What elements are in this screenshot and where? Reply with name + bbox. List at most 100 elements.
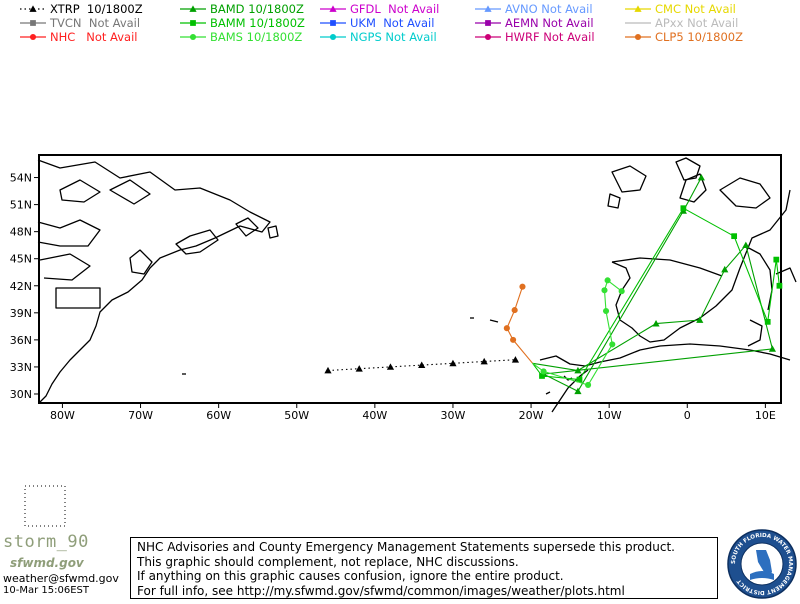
triangle-marker	[189, 5, 197, 12]
circle-marker	[601, 287, 608, 294]
legend-swatch	[320, 33, 346, 41]
square-marker	[764, 318, 771, 325]
triangle-marker	[386, 363, 395, 370]
storm-subtitle: sfwmd.gov	[10, 556, 84, 570]
triangle-marker	[329, 5, 337, 12]
track-bamm	[532, 205, 783, 383]
legend-item: HWRF Not Avail	[473, 30, 595, 44]
lon-tick-label: 70W	[128, 409, 153, 422]
legend-swatch	[20, 20, 46, 26]
triangle-marker	[697, 173, 705, 181]
lon-tick-label: 10E	[755, 409, 776, 422]
circle-marker	[585, 381, 592, 389]
lon-tick-label: 30W	[441, 409, 466, 422]
legend-label: GFDL Not Avail	[350, 2, 440, 16]
square-marker	[773, 256, 780, 263]
legend-label: UKM Not Avail	[350, 16, 435, 30]
map-canvas: 80W 70W 60W 50W 40W 30W 20W 10W 0 10E 54N 51N 48N 45N…	[10, 154, 797, 422]
legend-swatch	[180, 5, 206, 12]
square-marker	[680, 205, 687, 212]
triangle-marker	[696, 316, 704, 323]
model-legend: XTRP 10/1800Z BAMD 10/1800Z GFDL Not Avail…	[0, 0, 800, 48]
disclaimer-box: NHC Advisories and County Emergency Mana…	[130, 537, 718, 599]
legend-swatch	[320, 5, 346, 12]
square-marker	[776, 282, 783, 289]
legend-label: AEMN Not Avail	[505, 16, 594, 30]
track-map: 80W 70W 60W 50W 40W 30W 20W 10W 0 10E 54N 51N 48N 45N…	[0, 150, 800, 425]
triangle-marker	[574, 387, 582, 395]
triangle-marker	[652, 320, 660, 327]
legend-label: HWRF Not Avail	[505, 30, 595, 44]
square-marker	[190, 20, 196, 26]
legend-item: BAMS 10/1800Z	[178, 30, 302, 44]
circle-marker	[609, 341, 616, 348]
logo-dotted-box	[24, 485, 66, 527]
coastlines	[37, 157, 797, 413]
lat-tick-label: 39N	[10, 307, 32, 320]
legend-swatch	[20, 5, 46, 12]
circle-marker	[189, 33, 197, 41]
triangle-marker	[634, 5, 642, 12]
map-frame: 80W 70W 60W 50W 40W 30W 20W 10W 0 10E 54N 51N 48N 45N…	[10, 154, 782, 422]
square-marker	[330, 20, 336, 26]
model-tracks	[324, 173, 783, 395]
triangle-marker	[29, 5, 37, 12]
circle-marker	[618, 288, 625, 295]
square-marker	[30, 20, 36, 26]
disclaimer-line[interactable]: For full info, see http://my.sfwmd.gov/s…	[137, 583, 625, 598]
lon-tick-label: 0	[684, 409, 691, 422]
legend-label: CLP5 10/1800Z	[655, 30, 743, 44]
lat-tick-label: 54N	[10, 172, 32, 185]
triangle-marker	[480, 357, 488, 365]
square-marker	[485, 20, 491, 26]
legend-item: BAMM 10/1800Z	[178, 16, 305, 30]
circle-marker	[511, 307, 518, 314]
legend-label: CMC Not Avail	[655, 2, 736, 16]
contact-email[interactable]: weather@sfwmd.gov	[3, 572, 119, 585]
circle-marker	[602, 307, 610, 315]
legend-swatch	[625, 22, 651, 24]
legend-item: AEMN Not Avail	[473, 16, 594, 30]
disclaimer-line: If anything on this graphic causes confu…	[137, 569, 564, 583]
legend-item: TVCN Not Avail	[18, 16, 140, 30]
lat-tick-label: 30N	[10, 388, 32, 401]
circle-marker	[329, 33, 337, 41]
legend-item: CMC Not Avail	[623, 2, 736, 16]
legend-swatch	[180, 20, 206, 26]
circle-marker	[634, 33, 642, 41]
legend-item: CLP5 10/1800Z	[623, 30, 743, 44]
circle-marker	[29, 33, 37, 41]
lon-tick-label: 50W	[284, 409, 309, 422]
legend-swatch	[625, 33, 651, 41]
seal-icon: SOUTH FLORIDA WATER MANAGEMENT DISTRICT	[727, 529, 797, 599]
circle-marker	[503, 325, 510, 332]
track-xtrp	[324, 356, 520, 374]
lon-tick-label: 40W	[362, 409, 387, 422]
legend-swatch	[475, 33, 501, 41]
triangle-marker	[511, 356, 520, 363]
legend-label: APxx Not Avail	[655, 16, 739, 30]
triangle-marker	[355, 365, 363, 372]
triangle-marker	[574, 366, 582, 374]
legend-item: APxx Not Avail	[623, 16, 738, 30]
triangle-marker	[449, 359, 457, 367]
lon-tick-label: 80W	[50, 409, 75, 422]
legend-swatch	[20, 33, 46, 41]
square-marker	[539, 373, 545, 379]
legend-swatch	[475, 20, 501, 26]
legend-swatch	[475, 5, 501, 12]
track-line	[532, 207, 780, 381]
legend-item: GFDL Not Avail	[318, 2, 439, 16]
legend-label: NHC Not Avail	[50, 30, 138, 44]
track-line	[506, 286, 534, 364]
legend-label: BAMS 10/1800Z	[210, 30, 303, 44]
legend-item: NGPS Not Avail	[318, 30, 437, 44]
storm-logo	[2, 482, 130, 600]
legend-item: BAMD 10/1800Z	[178, 2, 304, 16]
circle-marker	[604, 277, 611, 284]
legend-item: UKM Not Avail	[318, 16, 434, 30]
circle-marker	[519, 283, 526, 290]
track-bams	[532, 277, 625, 389]
legend-label: AVNO Not Avail	[505, 2, 593, 16]
legend-label: BAMM 10/1800Z	[210, 16, 305, 30]
